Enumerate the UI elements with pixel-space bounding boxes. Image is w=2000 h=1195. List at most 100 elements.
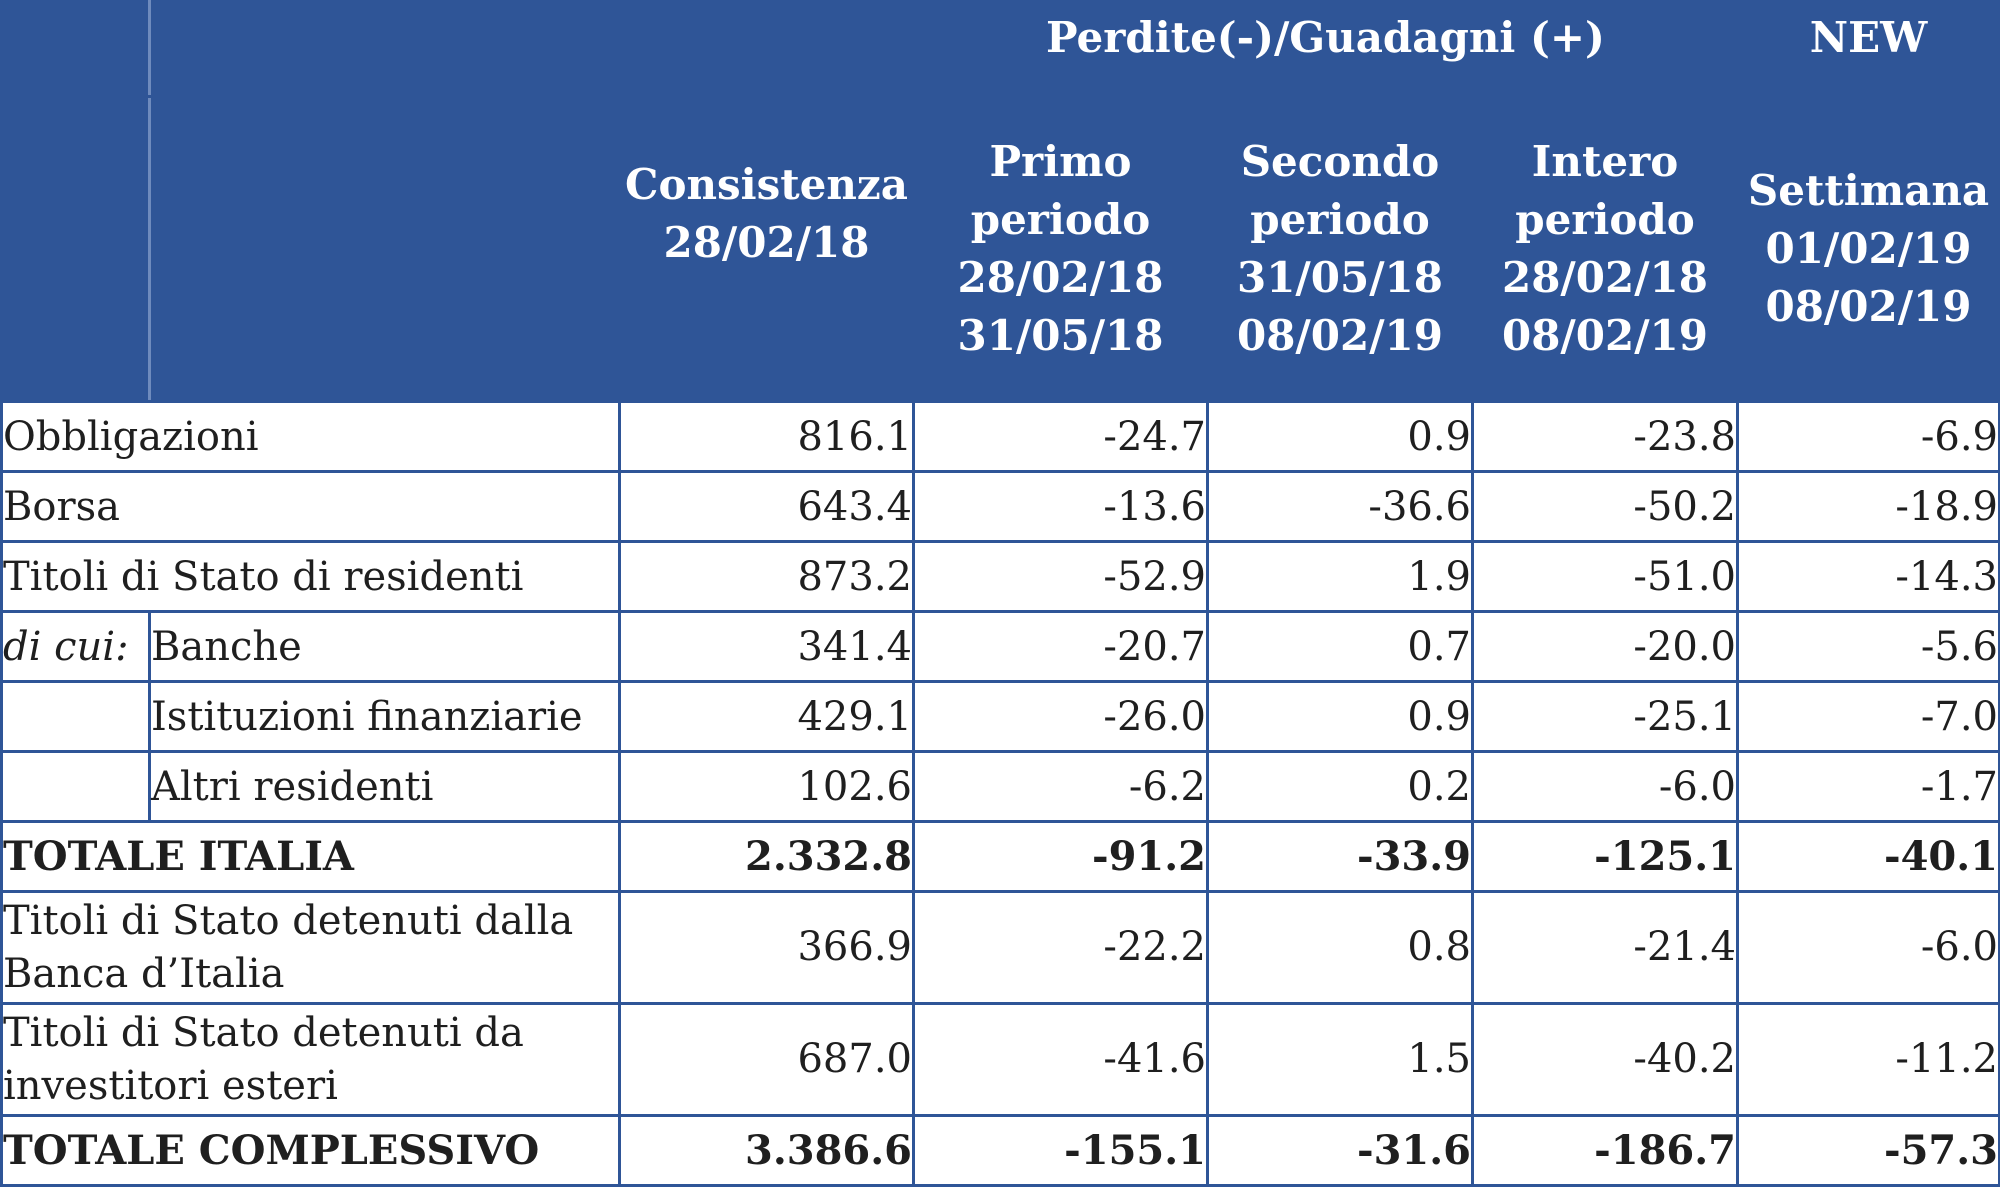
header-group-label: Perdite(-)/Guadagni (+)	[912, 0, 1739, 98]
table-row: Titoli di Stato di residenti 873.2 -52.9…	[0, 540, 2000, 613]
table-row: Altri residenti 102.6 -6.2 0.2 -6.0 -1.7	[0, 750, 2000, 823]
table-row: Titoli di Stato detenuti da investitori …	[0, 1002, 2000, 1117]
value-cell: -20.7	[912, 610, 1209, 683]
header-line: Secondo	[1240, 137, 1440, 186]
value-cell: -26.0	[912, 680, 1209, 753]
header-line: 08/02/19	[1236, 311, 1444, 360]
row-indent-cell	[0, 750, 151, 823]
row-label-line: investitori esteri	[3, 1062, 338, 1109]
value-cell: -7.0	[1736, 680, 2000, 753]
header-blank-cell	[618, 0, 915, 98]
row-label: Banche	[148, 610, 621, 683]
header-line: 31/05/18	[957, 311, 1164, 360]
value-cell: 0.9	[1206, 400, 1474, 473]
value-cell: 366.9	[618, 890, 915, 1005]
value-cell: -51.0	[1471, 540, 1739, 613]
value-cell: 873.2	[618, 540, 915, 613]
value-cell: 816.1	[618, 400, 915, 473]
table-row: Titoli di Stato detenuti dalla Banca d’I…	[0, 890, 2000, 1005]
header-blank-cell	[0, 95, 151, 403]
header-row-top: Perdite(-)/Guadagni (+) NEW	[0, 0, 2000, 98]
value-cell: -6.0	[1471, 750, 1739, 823]
header-col-primo-periodo: Primo periodo 28/02/18 31/05/18	[912, 95, 1209, 403]
row-label: TOTALE ITALIA	[0, 820, 621, 893]
header-col-intero-periodo: Intero periodo 28/02/18 08/02/19	[1471, 95, 1739, 403]
value-cell: -155.1	[912, 1114, 1209, 1187]
value-cell: -21.4	[1471, 890, 1739, 1005]
value-cell: 1.9	[1206, 540, 1474, 613]
value-cell: -41.6	[912, 1002, 1209, 1117]
row-prefix: di cui:	[0, 610, 151, 683]
value-cell: 0.9	[1206, 680, 1474, 753]
value-cell: -24.7	[912, 400, 1209, 473]
value-cell: 341.4	[618, 610, 915, 683]
value-cell: -57.3	[1736, 1114, 2000, 1187]
value-cell: 687.0	[618, 1002, 915, 1117]
value-cell: 0.7	[1206, 610, 1474, 683]
row-label-line: Banca d’Italia	[3, 950, 285, 997]
header-blank-cell	[148, 95, 621, 403]
header-line: periodo	[1250, 195, 1430, 244]
header-col-consistenza: Consistenza 28/02/18	[618, 95, 915, 403]
header-col-settimana: Settimana 01/02/19 08/02/19	[1736, 95, 2000, 403]
value-cell: 1.5	[1206, 1002, 1474, 1117]
value-cell: -18.9	[1736, 470, 2000, 543]
value-cell: -52.9	[912, 540, 1209, 613]
value-cell: 3.386.6	[618, 1114, 915, 1187]
total-row: TOTALE COMPLESSIVO 3.386.6 -155.1 -31.6 …	[0, 1114, 2000, 1187]
header-line: Settimana	[1747, 166, 1990, 215]
row-label: Obbligazioni	[0, 400, 621, 473]
value-cell: -40.1	[1736, 820, 2000, 893]
row-label: Titoli di Stato detenuti da investitori …	[0, 1002, 621, 1117]
value-cell: 2.332.8	[618, 820, 915, 893]
value-cell: -91.2	[912, 820, 1209, 893]
header-line: 28/02/18	[957, 253, 1164, 302]
value-cell: -14.3	[1736, 540, 2000, 613]
table-row: di cui: Banche 341.4 -20.7 0.7 -20.0 -5.…	[0, 610, 2000, 683]
value-cell: -50.2	[1471, 470, 1739, 543]
header-col-secondo-periodo: Secondo periodo 31/05/18 08/02/19	[1206, 95, 1474, 403]
value-cell: -5.6	[1736, 610, 2000, 683]
value-cell: -20.0	[1471, 610, 1739, 683]
value-cell: -13.6	[912, 470, 1209, 543]
row-label: TOTALE COMPLESSIVO	[0, 1114, 621, 1187]
header-line: Intero	[1531, 137, 1679, 186]
value-cell: -6.0	[1736, 890, 2000, 1005]
row-label-line: Titoli di Stato detenuti dalla	[3, 897, 574, 944]
table-row: Obbligazioni 816.1 -24.7 0.9 -23.8 -6.9	[0, 400, 2000, 473]
value-cell: 0.2	[1206, 750, 1474, 823]
value-cell: -36.6	[1206, 470, 1474, 543]
value-cell: -125.1	[1471, 820, 1739, 893]
row-label: Titoli di Stato detenuti dalla Banca d’I…	[0, 890, 621, 1005]
header-line: 08/02/19	[1501, 311, 1709, 360]
row-label-line: Titoli di Stato detenuti da	[3, 1009, 524, 1056]
header-new-label: NEW	[1736, 0, 2000, 98]
header-line: 08/02/19	[1765, 282, 1972, 331]
total-row: TOTALE ITALIA 2.332.8 -91.2 -33.9 -125.1…	[0, 820, 2000, 893]
value-cell: -23.8	[1471, 400, 1739, 473]
header-line: Consistenza	[625, 160, 908, 209]
header-line: 28/02/18	[663, 218, 870, 267]
value-cell: -25.1	[1471, 680, 1739, 753]
header-line: Primo	[989, 137, 1132, 186]
header-blank-cell	[0, 0, 151, 98]
row-label: Altri residenti	[148, 750, 621, 823]
value-cell: -40.2	[1471, 1002, 1739, 1117]
value-cell: -31.6	[1206, 1114, 1474, 1187]
value-cell: -22.2	[912, 890, 1209, 1005]
value-cell: -33.9	[1206, 820, 1474, 893]
value-cell: 102.6	[618, 750, 915, 823]
header-line: periodo	[1515, 195, 1695, 244]
value-cell: -11.2	[1736, 1002, 2000, 1117]
value-cell: -186.7	[1471, 1114, 1739, 1187]
table-row: Istituzioni finanziarie 429.1 -26.0 0.9 …	[0, 680, 2000, 753]
row-label: Istituzioni finanziarie	[148, 680, 621, 753]
table-row: Borsa 643.4 -13.6 -36.6 -50.2 -18.9	[0, 470, 2000, 543]
header-blank-cell	[148, 0, 621, 98]
row-indent-cell	[0, 680, 151, 753]
header-line: 31/05/18	[1236, 253, 1444, 302]
value-cell: -6.2	[912, 750, 1209, 823]
row-label: Borsa	[0, 470, 621, 543]
